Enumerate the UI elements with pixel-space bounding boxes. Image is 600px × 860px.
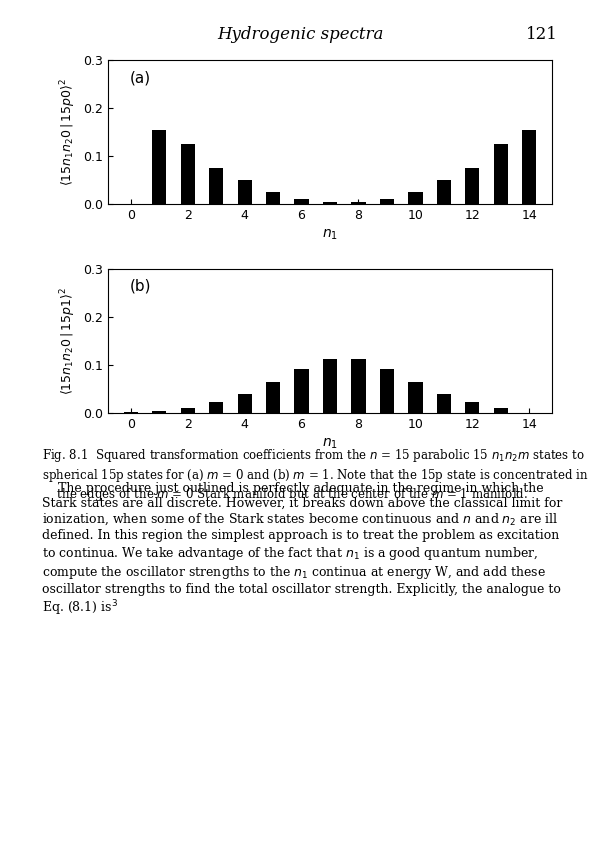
Text: (a): (a)	[130, 71, 151, 85]
Bar	[380, 200, 394, 204]
Bar	[266, 192, 280, 204]
Bar	[437, 180, 451, 204]
Bar	[323, 202, 337, 204]
Bar	[522, 130, 536, 204]
Text: 121: 121	[526, 26, 558, 43]
Bar	[209, 402, 223, 413]
Bar	[465, 169, 479, 204]
Bar	[152, 411, 166, 413]
Text: (b): (b)	[130, 279, 152, 294]
Bar	[238, 180, 252, 204]
Bar	[209, 169, 223, 204]
Bar	[494, 408, 508, 413]
Bar	[181, 144, 195, 204]
Y-axis label: $\langle 15n_1n_20\,|\,15p1\rangle^2$: $\langle 15n_1n_20\,|\,15p1\rangle^2$	[58, 286, 77, 395]
Bar	[352, 359, 365, 413]
Bar	[408, 192, 422, 204]
Y-axis label: $\langle 15n_1n_20\,|\,15p0\rangle^2$: $\langle 15n_1n_20\,|\,15p0\rangle^2$	[58, 78, 77, 187]
Text: Hydrogenic spectra: Hydrogenic spectra	[217, 26, 383, 43]
Text: The procedure just outlined is perfectly adequate in the regime in which the
Sta: The procedure just outlined is perfectly…	[42, 482, 562, 618]
Bar	[323, 359, 337, 413]
Bar	[408, 382, 422, 413]
Bar	[494, 144, 508, 204]
Bar	[465, 402, 479, 413]
Text: Fig. 8.1  Squared transformation coefficients from the $n$ = 15 parabolic 15 $n_: Fig. 8.1 Squared transformation coeffici…	[42, 447, 589, 503]
Bar	[181, 408, 195, 413]
Bar	[238, 394, 252, 413]
Bar	[437, 394, 451, 413]
Bar	[295, 369, 308, 413]
X-axis label: $n_1$: $n_1$	[322, 436, 338, 451]
Bar	[266, 382, 280, 413]
Bar	[152, 130, 166, 204]
Bar	[380, 369, 394, 413]
Bar	[295, 200, 308, 204]
Bar	[352, 202, 365, 204]
X-axis label: $n_1$: $n_1$	[322, 228, 338, 242]
